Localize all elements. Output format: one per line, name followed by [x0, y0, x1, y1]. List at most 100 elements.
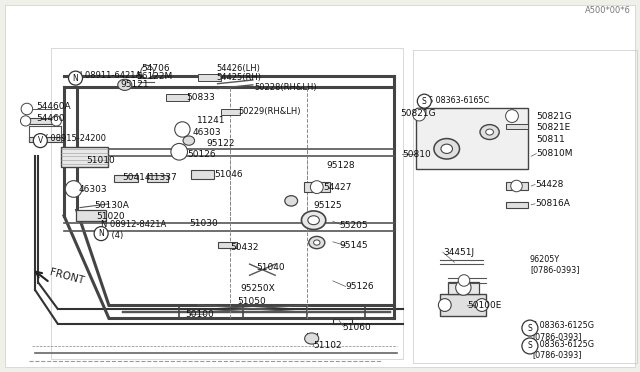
Text: S: S — [422, 97, 427, 106]
Text: 50229(RH&LH): 50229(RH&LH) — [239, 107, 301, 116]
Text: 51046: 51046 — [214, 170, 243, 179]
Text: 50228(RH&LH): 50228(RH&LH) — [255, 83, 317, 92]
Text: 95250X: 95250X — [240, 284, 275, 293]
Text: 50126: 50126 — [188, 150, 216, 159]
Polygon shape — [29, 137, 63, 142]
Circle shape — [413, 108, 426, 121]
Circle shape — [171, 144, 188, 160]
Text: 50811: 50811 — [536, 135, 565, 144]
Circle shape — [20, 116, 31, 126]
Text: 50821G: 50821G — [400, 109, 436, 118]
Polygon shape — [166, 94, 189, 101]
Polygon shape — [506, 124, 528, 129]
Circle shape — [506, 110, 518, 122]
Text: S 08363-6165C: S 08363-6165C — [428, 96, 489, 105]
Circle shape — [438, 299, 451, 311]
Text: 54460A: 54460A — [36, 102, 71, 110]
Text: 50810M: 50810M — [536, 149, 573, 158]
Ellipse shape — [285, 196, 298, 206]
Text: 54425(RH): 54425(RH) — [216, 73, 261, 82]
Polygon shape — [147, 175, 168, 182]
Text: N: N — [73, 74, 78, 83]
Text: FRONT: FRONT — [48, 268, 84, 286]
Ellipse shape — [314, 240, 320, 245]
Text: 95122: 95122 — [207, 140, 236, 148]
Text: 56122M: 56122M — [136, 72, 173, 81]
Polygon shape — [506, 182, 528, 190]
Ellipse shape — [441, 144, 452, 154]
Text: 46303: 46303 — [78, 185, 107, 194]
Text: V: V — [38, 136, 43, 145]
Circle shape — [417, 94, 431, 108]
Circle shape — [33, 134, 47, 148]
Text: 54706: 54706 — [141, 64, 170, 73]
Text: 54460: 54460 — [36, 114, 65, 123]
Circle shape — [522, 338, 538, 354]
Ellipse shape — [305, 333, 319, 344]
Polygon shape — [304, 182, 330, 192]
Text: S: S — [527, 341, 532, 350]
Polygon shape — [61, 147, 108, 167]
Text: 50100: 50100 — [186, 310, 214, 319]
Text: 51060: 51060 — [342, 323, 371, 332]
Text: 11241: 11241 — [197, 116, 226, 125]
Circle shape — [65, 181, 82, 197]
Circle shape — [310, 181, 323, 193]
Circle shape — [458, 275, 470, 286]
Polygon shape — [218, 242, 237, 248]
Text: 95128: 95128 — [326, 161, 355, 170]
Text: A500*00*6: A500*00*6 — [584, 6, 630, 15]
Polygon shape — [448, 282, 479, 294]
Text: 50833: 50833 — [186, 93, 215, 102]
Text: 50821E: 50821E — [536, 123, 571, 132]
Circle shape — [456, 280, 471, 295]
Text: 34451J: 34451J — [443, 248, 474, 257]
Circle shape — [522, 320, 538, 336]
Text: 51030: 51030 — [189, 219, 218, 228]
Ellipse shape — [308, 216, 319, 225]
Ellipse shape — [434, 139, 460, 159]
Polygon shape — [416, 108, 528, 169]
Text: N 08911-6421A: N 08911-6421A — [76, 71, 141, 80]
Circle shape — [175, 122, 190, 137]
Ellipse shape — [309, 237, 325, 249]
Circle shape — [68, 71, 83, 85]
Ellipse shape — [301, 211, 326, 230]
Text: 50414: 50414 — [122, 173, 151, 182]
Ellipse shape — [118, 79, 132, 90]
Polygon shape — [198, 74, 221, 81]
Text: V 08915-24200: V 08915-24200 — [42, 134, 106, 143]
Polygon shape — [506, 202, 528, 208]
Text: 50432: 50432 — [230, 243, 259, 252]
Text: 11337: 11337 — [148, 173, 177, 182]
Text: 95145: 95145 — [339, 241, 368, 250]
Text: 51102: 51102 — [314, 341, 342, 350]
Text: 55205: 55205 — [339, 221, 368, 230]
Text: 50130A: 50130A — [95, 201, 129, 210]
Text: S 08363-6125G
[0786-0393]: S 08363-6125G [0786-0393] — [532, 340, 595, 359]
Polygon shape — [24, 118, 58, 124]
Ellipse shape — [480, 125, 499, 140]
Text: 46303: 46303 — [193, 128, 221, 137]
Circle shape — [51, 116, 61, 126]
Text: 51040: 51040 — [256, 263, 285, 272]
Circle shape — [511, 180, 522, 192]
Text: 50100E: 50100E — [467, 301, 502, 310]
Circle shape — [141, 65, 154, 78]
Text: 95121: 95121 — [120, 80, 149, 89]
Text: 50821G: 50821G — [536, 112, 572, 121]
Text: 54426(LH): 54426(LH) — [216, 64, 260, 73]
Polygon shape — [440, 294, 486, 316]
Text: 50816A: 50816A — [535, 199, 570, 208]
Text: S 08363-6125G
[0786-0393]: S 08363-6125G [0786-0393] — [532, 321, 595, 341]
Polygon shape — [114, 175, 138, 182]
Text: 51020: 51020 — [96, 212, 125, 221]
Circle shape — [94, 227, 108, 241]
Polygon shape — [221, 109, 240, 115]
Text: N 08912-8421A
    (4): N 08912-8421A (4) — [101, 220, 166, 240]
Text: 95126: 95126 — [346, 282, 374, 291]
Text: 51050: 51050 — [237, 297, 266, 306]
Ellipse shape — [486, 129, 493, 135]
Text: 51010: 51010 — [86, 156, 115, 165]
Text: N: N — [99, 229, 104, 238]
